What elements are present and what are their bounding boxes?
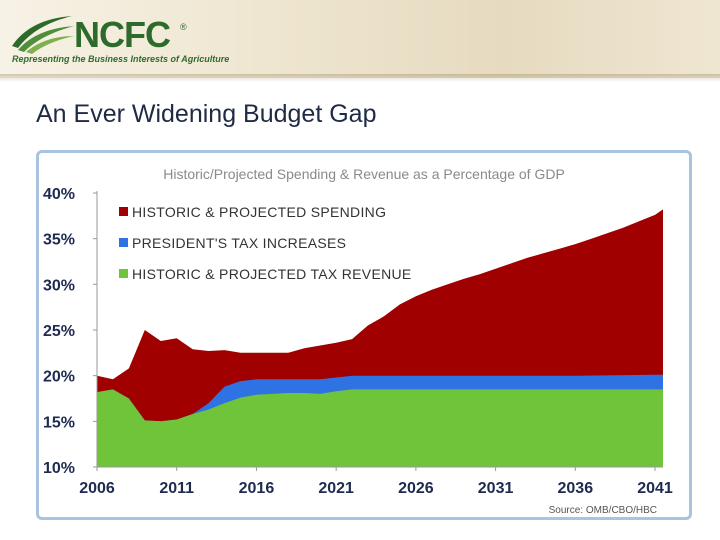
y-tick-label: 10% [43,460,75,477]
header-band [0,0,720,78]
revenue-area [97,389,663,467]
x-tick-label: 2041 [637,480,673,497]
chart-frame: Historic/Projected Spending & Revenue as… [36,150,692,520]
y-tick-label: 40% [43,186,75,203]
slide-title: An Ever Widening Budget Gap [36,100,377,128]
y-tick-label: 30% [43,277,75,294]
logo-registered-mark: ® [180,22,187,32]
x-tick-label: 2021 [318,480,354,497]
x-tick-label: 2031 [478,480,514,497]
chart-title: Historic/Projected Spending & Revenue as… [163,166,565,182]
y-tick-label: 25% [43,323,75,340]
x-tick-label: 2011 [159,480,194,497]
x-tick-label: 2016 [239,480,275,497]
y-tick-label: 20% [43,369,75,386]
legend-label: HISTORIC & PROJECTED SPENDING [132,204,386,220]
legend-label: PRESIDENT'S TAX INCREASES [132,235,346,251]
ncfc-logo: NCFC ® Representing the Business Interes… [8,10,238,68]
logo-name: NCFC [74,14,171,55]
y-tick-label: 15% [43,414,75,431]
x-tick-label: 2036 [558,480,594,497]
x-tick-label: 2026 [398,480,434,497]
source-note: Source: OMB/CBO/HBC [549,505,657,516]
legend-swatch [119,269,128,278]
logo-tagline: Representing the Business Interests of A… [12,54,230,64]
legend-swatch [119,207,128,216]
y-tick-label: 35% [43,232,75,249]
legend-label: HISTORIC & PROJECTED TAX REVENUE [132,266,412,282]
legend-swatch [119,238,128,247]
area-chart: Historic/Projected Spending & Revenue as… [43,166,673,516]
header-shadow [0,74,720,82]
wheat-swoosh-icon [12,16,74,54]
x-tick-label: 2006 [79,480,115,497]
